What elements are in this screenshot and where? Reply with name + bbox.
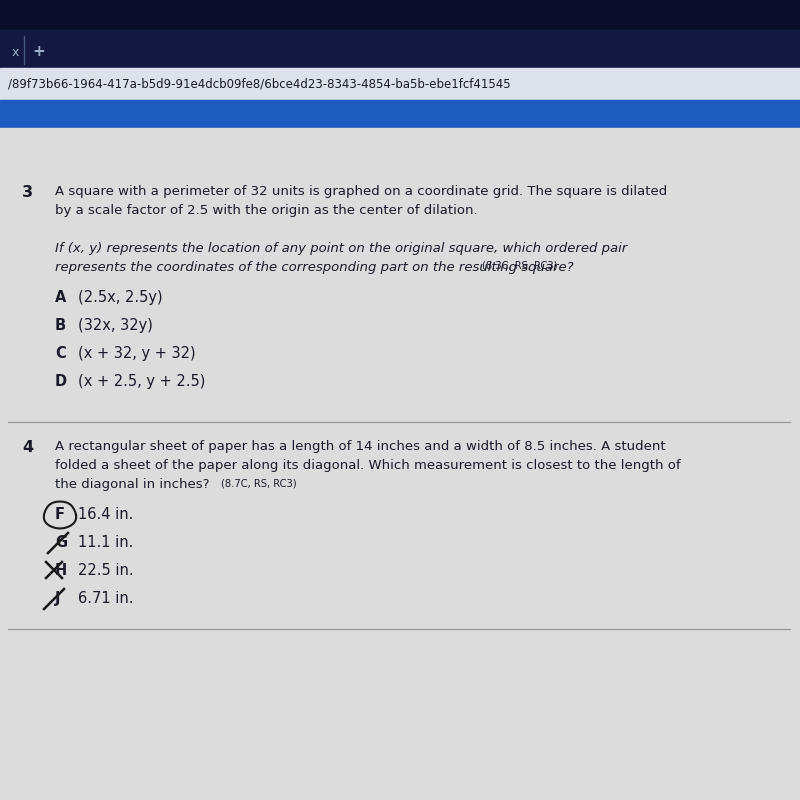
Text: B: B — [55, 318, 66, 333]
Text: If (x, y) represents the location of any point on the original square, which ord: If (x, y) represents the location of any… — [55, 242, 627, 255]
Bar — [0, 30, 800, 68]
Text: A rectangular sheet of paper has a length of 14 inches and a width of 8.5 inches: A rectangular sheet of paper has a lengt… — [55, 440, 666, 453]
Text: 3: 3 — [22, 185, 33, 200]
Bar — [0, 128, 800, 800]
Text: 22.5 in.: 22.5 in. — [78, 563, 134, 578]
Text: C: C — [55, 346, 66, 361]
Text: folded a sheet of the paper along its diagonal. Which measurement is closest to : folded a sheet of the paper along its di… — [55, 459, 681, 472]
Text: 4: 4 — [22, 440, 33, 455]
Text: F: F — [55, 507, 65, 522]
Text: +: + — [32, 45, 45, 59]
Text: 16.4 in.: 16.4 in. — [78, 507, 134, 522]
Bar — [0, 100, 800, 128]
Text: by a scale factor of 2.5 with the origin as the center of dilation.: by a scale factor of 2.5 with the origin… — [55, 204, 478, 217]
Text: (2.5x, 2.5y): (2.5x, 2.5y) — [78, 290, 162, 305]
Text: A: A — [55, 290, 66, 305]
Text: 6.71 in.: 6.71 in. — [78, 591, 134, 606]
Text: (x + 2.5, y + 2.5): (x + 2.5, y + 2.5) — [78, 374, 206, 389]
Text: represents the coordinates of the corresponding part on the resulting square?: represents the coordinates of the corres… — [55, 261, 574, 274]
Text: A square with a perimeter of 32 units is graphed on a coordinate grid. The squar: A square with a perimeter of 32 units is… — [55, 185, 667, 198]
Text: 11.1 in.: 11.1 in. — [78, 535, 134, 550]
Text: (8.3C, RS, RC3): (8.3C, RS, RC3) — [482, 261, 558, 271]
Text: /89f73b66-1964-417a-b5d9-91e4dcb09fe8/6bce4d23-8343-4854-ba5b-ebe1fcf41545: /89f73b66-1964-417a-b5d9-91e4dcb09fe8/6b… — [8, 78, 510, 90]
Text: G: G — [55, 535, 67, 550]
Bar — [0, 0, 800, 30]
Text: (32x, 32y): (32x, 32y) — [78, 318, 153, 333]
Text: D: D — [55, 374, 67, 389]
Text: H: H — [55, 563, 67, 578]
Text: x: x — [12, 46, 19, 58]
Bar — [0, 68, 800, 100]
Text: (x + 32, y + 32): (x + 32, y + 32) — [78, 346, 196, 361]
Text: J: J — [55, 591, 61, 606]
Text: the diagonal in inches?: the diagonal in inches? — [55, 478, 210, 491]
Text: (8.7C, RS, RC3): (8.7C, RS, RC3) — [221, 478, 297, 488]
